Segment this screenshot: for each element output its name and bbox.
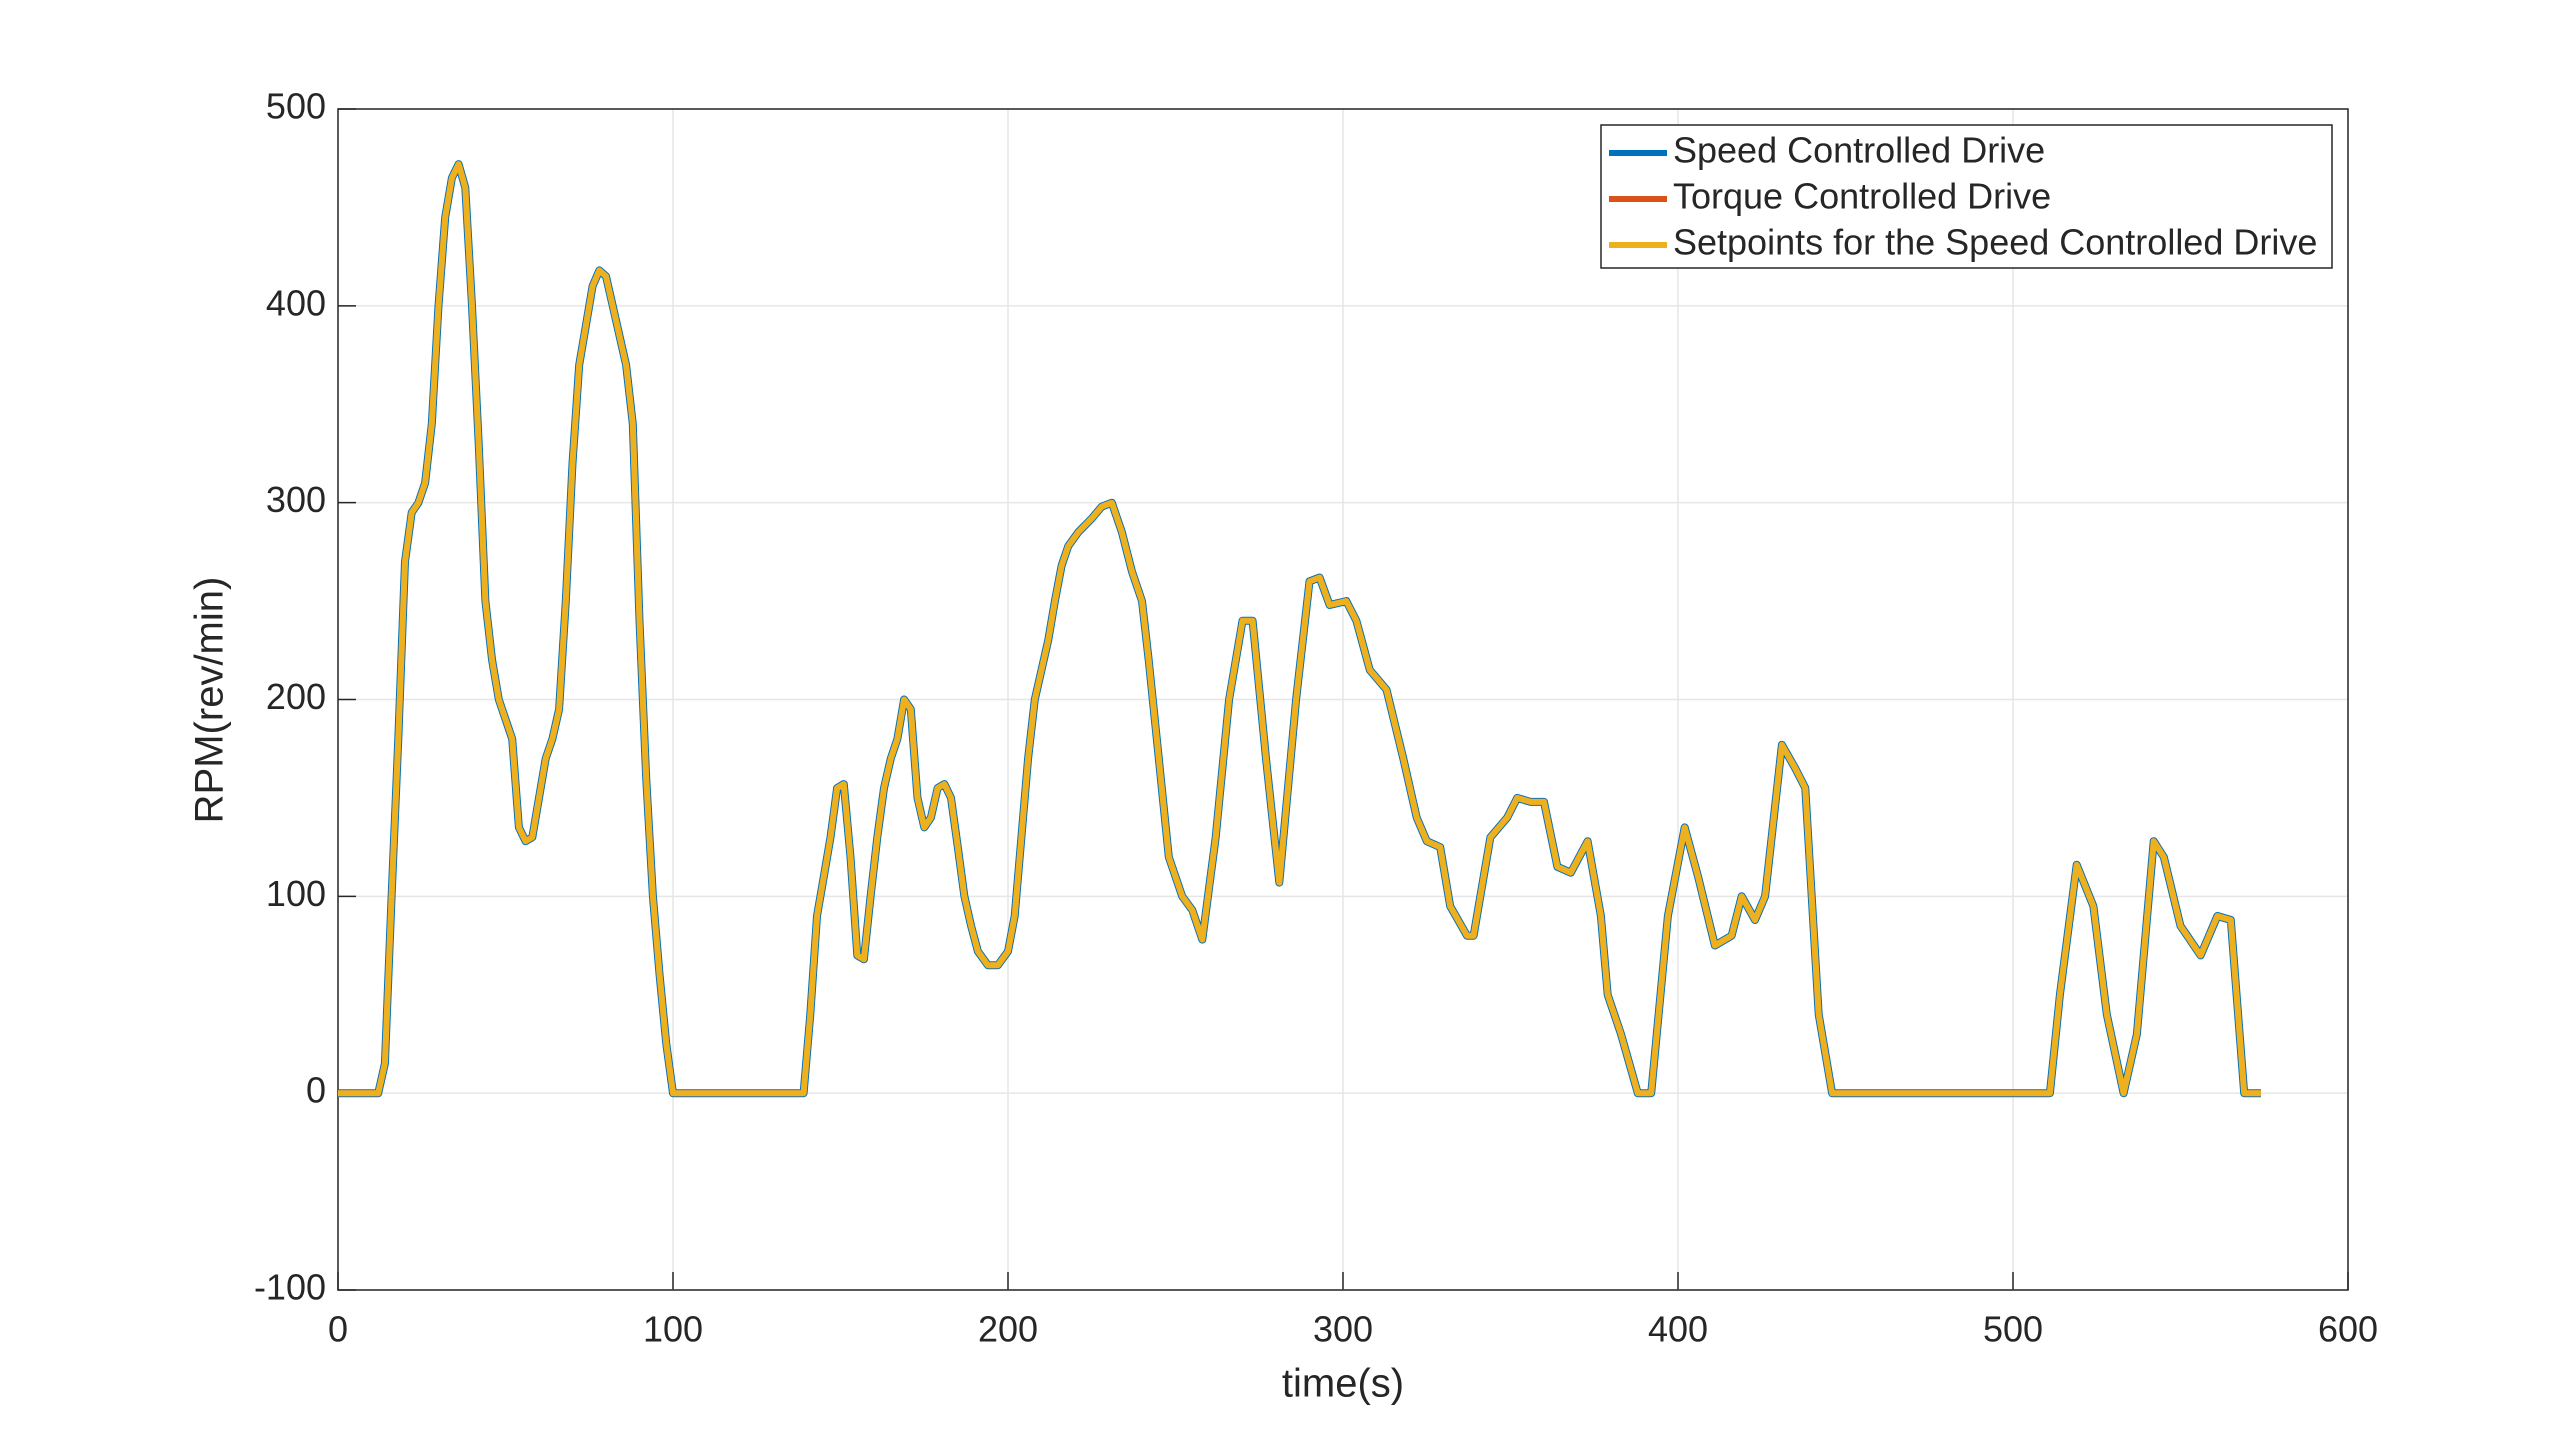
- x-tick-label: 0: [328, 1309, 348, 1350]
- y-tick-label: -100: [254, 1267, 326, 1308]
- x-tick-label: 600: [2318, 1309, 2378, 1350]
- y-tick-label: 100: [266, 873, 326, 914]
- y-tick-label: 300: [266, 479, 326, 520]
- legend-label: Torque Controlled Drive: [1673, 176, 2051, 217]
- y-tick-label: 400: [266, 282, 326, 323]
- x-tick-label: 300: [1313, 1309, 1373, 1350]
- series-line: [338, 161, 2261, 1097]
- x-tick-label: 400: [1648, 1309, 1708, 1350]
- series-line: [338, 160, 2261, 1098]
- legend-label: Speed Controlled Drive: [1673, 130, 2045, 171]
- y-tick-label: 200: [266, 676, 326, 717]
- x-tick-label: 200: [978, 1309, 1038, 1350]
- x-axis-label: time(s): [1282, 1362, 1404, 1406]
- y-tick-label: 500: [266, 86, 326, 127]
- legend-label: Setpoints for the Speed Controlled Drive: [1673, 222, 2317, 263]
- y-tick-label: 0: [306, 1070, 326, 1111]
- x-tick-label: 100: [643, 1309, 703, 1350]
- series-line: [338, 161, 2261, 1097]
- y-axis-label: RPM(rev/min): [188, 577, 232, 824]
- legend-box: [1600, 124, 2333, 269]
- plot-frame: [337, 108, 2349, 1291]
- x-tick-label: 500: [1983, 1309, 2043, 1350]
